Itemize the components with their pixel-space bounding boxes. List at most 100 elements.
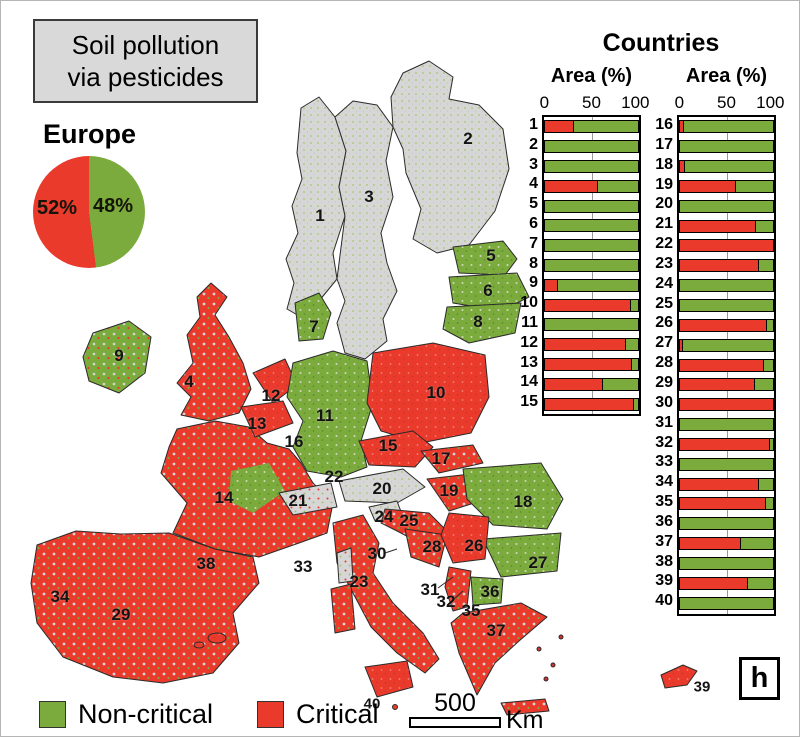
country-slovakia: [420, 444, 484, 474]
map-country-label-9: 9: [114, 346, 124, 365]
label-leader-32: [452, 590, 464, 601]
scalebar-distance: 500: [434, 689, 476, 717]
country-area-bar: [679, 276, 774, 296]
country-finland: [390, 60, 510, 254]
map-country-label-19: 19: [439, 481, 459, 500]
bar-row-number: 12: [520, 333, 538, 351]
bar-row-number: 20: [655, 195, 673, 213]
map-country-label-24: 24: [374, 507, 394, 526]
country-area-bar: [544, 256, 639, 276]
island-aegean-4: [543, 676, 549, 682]
panel-letter: h: [750, 662, 769, 694]
bar-row-number: 27: [655, 334, 673, 352]
bar-row-number: 3: [529, 155, 538, 173]
bar-row-number: 32: [655, 433, 673, 451]
noncritical-swatch: [39, 701, 66, 728]
map-country-label-35: 35: [461, 601, 481, 620]
scalebar-unit: Km: [506, 706, 544, 734]
bar-row-number: 29: [655, 373, 673, 391]
bar-row-number: 7: [529, 234, 538, 252]
country-austria: [338, 468, 426, 504]
map-country-label-26: 26: [464, 536, 484, 555]
axis-tick: 50: [717, 93, 736, 112]
country-area-bar: [544, 275, 639, 295]
bar-row-number: 6: [529, 214, 538, 232]
bar-row-number: 2: [529, 135, 538, 153]
island-aegean-3: [558, 634, 564, 640]
map-country-label-23: 23: [349, 572, 369, 591]
axis-tick: 100: [756, 93, 785, 112]
figure-title-line1: Soil pollution: [71, 29, 220, 60]
bar-row-number: 1: [529, 116, 538, 133]
bar-row-number: 39: [655, 572, 673, 590]
island-aegean-1: [536, 646, 542, 652]
country-belgium: [240, 400, 294, 438]
map-country-label-6: 6: [483, 281, 493, 300]
island-aegean-2: [550, 662, 556, 668]
country-czech: [358, 430, 434, 468]
map-country-label-21: 21: [288, 491, 308, 510]
label-leader-30: [384, 548, 398, 554]
noncritical-label: Non-critical: [78, 699, 214, 729]
country-area-bar: [679, 395, 774, 415]
map-country-label-11: 11: [316, 406, 334, 425]
figure-title-line2: via pesticides: [67, 62, 224, 92]
bar-row-number: 16: [655, 116, 673, 133]
island-sardinia: [330, 583, 356, 634]
country-area-bar: [679, 375, 774, 395]
country-area-bar: [679, 216, 774, 236]
country-area-bar: [679, 335, 774, 355]
country-area-bar: [544, 196, 639, 216]
island-crete: [500, 698, 550, 716]
country-area-bar: [544, 295, 639, 315]
bar-row-number: 26: [655, 314, 673, 332]
map-country-label-12: 12: [261, 386, 281, 405]
map-country-label-22: 22: [324, 467, 344, 486]
bar-frame-col2: [677, 115, 776, 616]
country-area-bar: [679, 355, 774, 375]
country-area-bar: [679, 315, 774, 335]
country-area-bar: [679, 256, 774, 276]
country-area-bar: [544, 355, 639, 375]
country-area-bar: [544, 117, 639, 137]
country-area-bar: [544, 157, 639, 177]
panel-letter-box: h: [739, 657, 780, 700]
bar-col-2-bars: [679, 117, 774, 614]
axis-tick: 0: [539, 93, 550, 112]
france-green-core: [229, 463, 285, 513]
area-axis-label-col2: Area (%): [685, 65, 768, 87]
country-area-bar: [544, 216, 639, 236]
countries-panel-title: Countries: [602, 29, 720, 57]
bar-row-number: 28: [655, 354, 673, 372]
axis-tick: 0: [674, 93, 685, 112]
bar-row-number: 8: [529, 254, 538, 272]
bar-row-number: 5: [529, 195, 538, 213]
country-area-bar: [544, 335, 639, 355]
label-leader-31: [437, 576, 454, 589]
bar-row-number: 15: [520, 393, 538, 411]
country-area-bar: [679, 534, 774, 554]
map-country-label-18: 18: [513, 492, 533, 511]
bar-row-number: 4: [529, 175, 538, 193]
country-area-bar: [544, 315, 639, 335]
country-area-bar: [679, 296, 774, 316]
island-corsica: [336, 547, 354, 584]
country-serbia: [440, 512, 490, 564]
country-area-bar: [679, 196, 774, 216]
country-area-bar: [679, 554, 774, 574]
europe-pie: [33, 156, 145, 268]
bar-row-number: 14: [520, 373, 538, 391]
map-country-label-16: 16: [284, 432, 304, 451]
bar-row-number: 40: [655, 592, 673, 610]
bar-row-number: 19: [655, 175, 673, 193]
map-country-label-40: 40: [363, 695, 381, 713]
critical-swatch: [257, 701, 285, 728]
bar-row-number: 37: [655, 532, 673, 550]
country-area-bar: [679, 593, 774, 613]
map-legend: Non-critical Critical: [39, 699, 379, 730]
map-country-label-20: 20: [372, 479, 392, 498]
axis-ticks-col2: 0 50 100: [674, 93, 785, 112]
bar-row-number: 38: [655, 552, 673, 570]
bar-col-2-labels: 16 17 18 19 20 21 22 23 24 25 26 27 28 29 30 31 32 33 34 35…: [643, 115, 673, 611]
